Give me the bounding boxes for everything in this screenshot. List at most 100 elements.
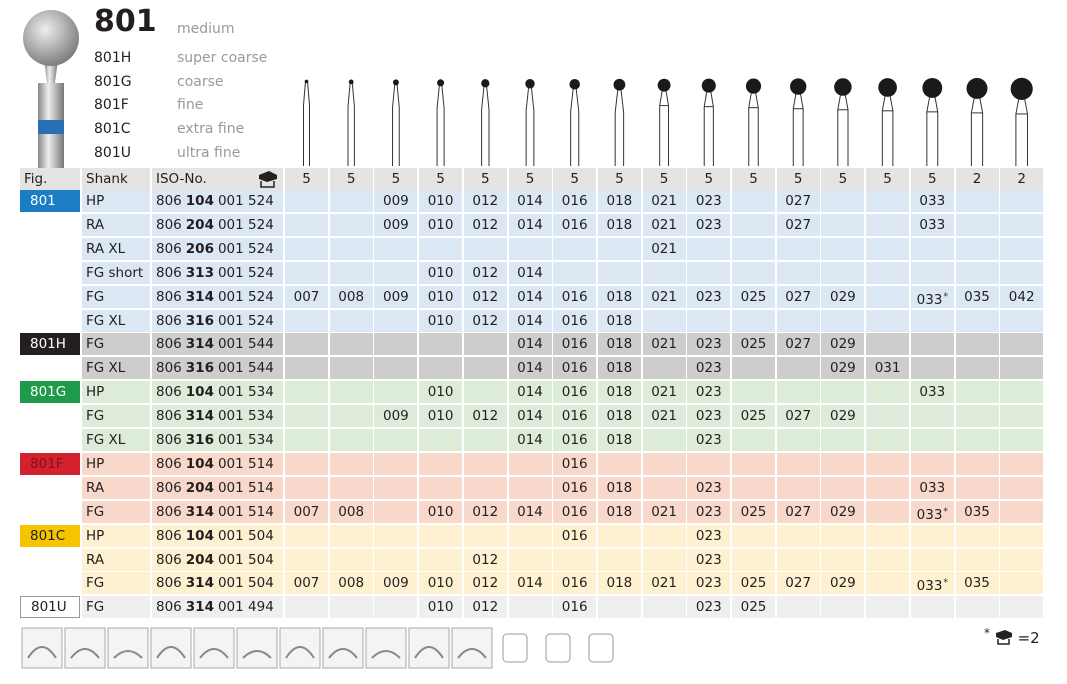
size-cell <box>1000 381 1044 404</box>
size-cell <box>642 524 686 547</box>
size-cell <box>821 429 865 451</box>
size-cell: 010 <box>419 405 463 428</box>
iso-number: 806 316 001 524 <box>152 309 283 332</box>
size-cell <box>955 548 999 571</box>
size-cell: 025 <box>732 405 775 428</box>
size-cell <box>866 309 910 332</box>
size-cell: 023 <box>687 500 731 523</box>
size-cell <box>955 309 999 332</box>
size-cell <box>329 333 373 356</box>
footnote-mark: * <box>984 626 990 640</box>
iso-part: 316 <box>185 360 214 377</box>
size-cell <box>642 596 686 619</box>
iso-part: 104 <box>185 527 214 544</box>
size-cell <box>910 452 954 475</box>
size-cell <box>1000 548 1044 571</box>
size-cell: 023 <box>687 381 731 404</box>
shank: FG XL <box>82 357 150 380</box>
size-cell <box>866 213 910 236</box>
size-cell <box>463 333 507 356</box>
size-cell <box>419 476 463 499</box>
size-cell <box>910 405 954 428</box>
size-cell <box>1000 405 1044 428</box>
size-cell: 042 <box>1000 285 1044 308</box>
size-cell <box>1000 452 1044 475</box>
size-cell <box>732 381 775 404</box>
size-cell <box>329 357 373 380</box>
size-cell <box>374 237 418 260</box>
size-cell <box>1000 309 1044 332</box>
bur-outline <box>659 85 669 166</box>
icon-glyph <box>414 646 444 659</box>
size-cell: 009 <box>374 285 418 308</box>
shank: FG XL <box>82 429 150 451</box>
size-cell <box>553 548 597 571</box>
size-cell <box>553 237 597 260</box>
size-cell <box>285 237 328 260</box>
iso-part: 001 504 <box>217 575 274 592</box>
pack-quantity: 5 <box>553 168 597 190</box>
size-cell <box>955 190 999 212</box>
icon-glyph <box>70 648 100 659</box>
size-cell <box>329 429 373 451</box>
shank: HP <box>82 381 150 404</box>
size-note: * <box>943 578 948 589</box>
bur-outline <box>748 85 759 166</box>
icon-glyph <box>199 648 229 659</box>
size-cell <box>285 596 328 619</box>
variant-code: 801C <box>94 121 131 138</box>
pack-icon <box>259 171 277 188</box>
pack-quantity: 5 <box>642 168 686 190</box>
icon-frame <box>365 627 407 669</box>
size-cell: 023 <box>687 548 731 571</box>
size-cell <box>910 333 954 356</box>
size-cell: 023 <box>687 285 731 308</box>
size-cell <box>866 548 910 571</box>
size-cell <box>866 333 910 356</box>
size-cell <box>821 237 865 260</box>
size-cell <box>374 333 418 356</box>
size-cell <box>285 190 328 212</box>
bur-head <box>701 78 716 93</box>
bur-head <box>481 79 490 88</box>
size-cell: 016 <box>553 213 597 236</box>
size-cell <box>687 237 731 260</box>
iso-part: 001 524 <box>217 264 274 281</box>
icon-frame <box>236 627 278 669</box>
size-cell <box>910 357 954 380</box>
size-cell: 018 <box>597 213 641 236</box>
size-cell <box>642 309 686 332</box>
size-cell <box>821 524 865 547</box>
size-cell: 014 <box>508 357 552 380</box>
size-cell <box>642 548 686 571</box>
variant-code: 801G <box>94 73 132 90</box>
pack-quantity: 5 <box>463 168 507 190</box>
pack-quantity: 5 <box>419 168 463 190</box>
size-cell: 016 <box>553 476 597 499</box>
size-cell: 008 <box>329 285 373 308</box>
size-cell: 023 <box>687 333 731 356</box>
size-cell <box>597 237 641 260</box>
size-cell: 027 <box>776 572 820 595</box>
size-cell <box>419 333 463 356</box>
size-cell <box>955 237 999 260</box>
size-cell <box>687 261 731 284</box>
size-cell <box>374 500 418 523</box>
size-cell <box>776 261 820 284</box>
size-cell <box>821 476 865 499</box>
size-cell <box>419 429 463 451</box>
size-cell <box>821 190 865 212</box>
bur-head <box>745 78 762 94</box>
size-cell <box>1000 429 1044 451</box>
size-cell: 025 <box>732 285 775 308</box>
bur-outline <box>303 81 310 166</box>
iso-part: 316 <box>185 432 214 448</box>
size-cell: 010 <box>419 213 463 236</box>
icon-glyph <box>371 650 401 659</box>
bur-head <box>437 79 445 87</box>
fig-label: 801 <box>20 190 80 212</box>
bur-sizes <box>303 77 1033 166</box>
size-cell: 016 <box>553 572 597 595</box>
fig-label: 801G <box>20 381 80 404</box>
size-cell <box>776 524 820 547</box>
